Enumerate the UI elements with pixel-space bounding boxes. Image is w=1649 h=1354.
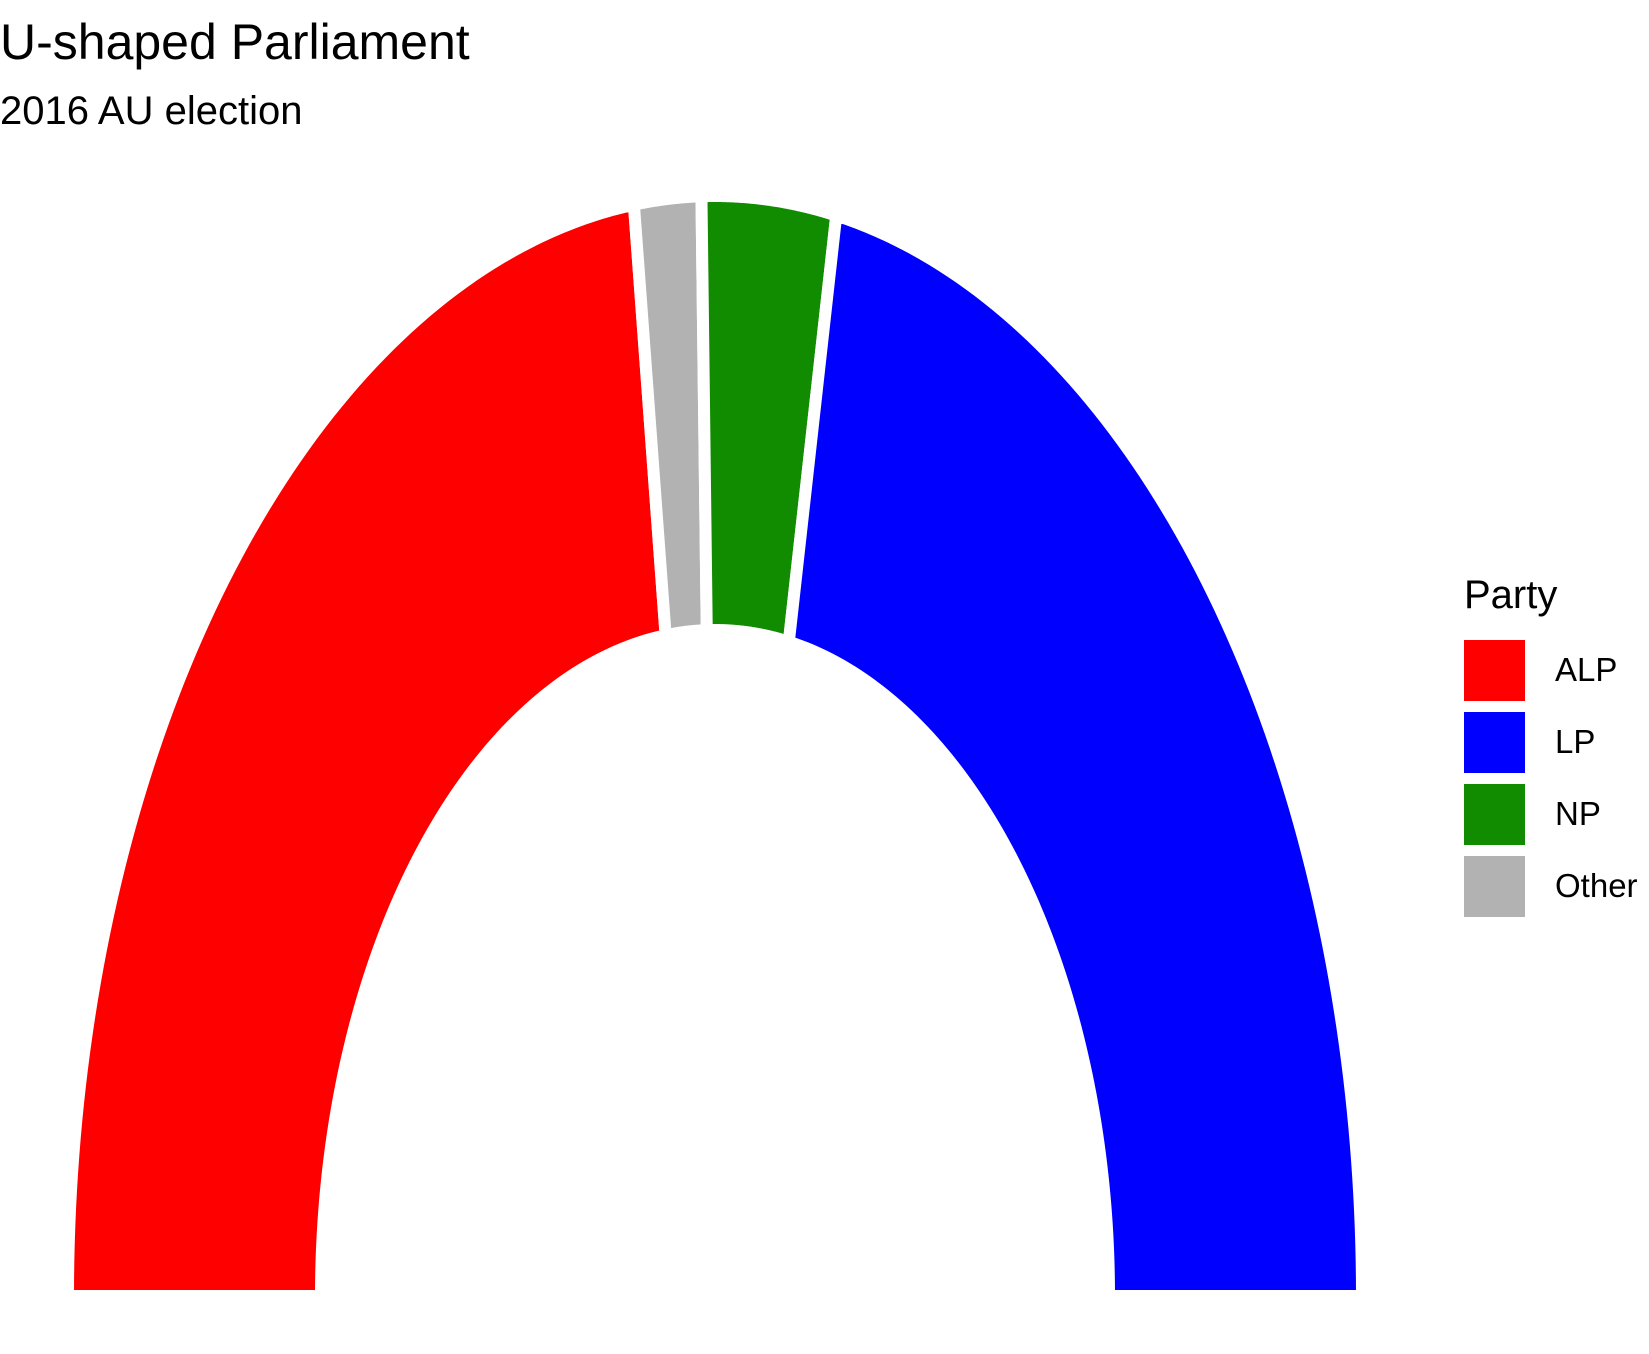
segment-alp	[61, 197, 672, 1302]
legend-key-lp	[1464, 711, 1525, 773]
legend-item-alp: ALP	[1464, 634, 1638, 706]
legend-items: ALP LP NP Other	[1464, 634, 1638, 922]
legend-item-other: Other	[1464, 850, 1638, 922]
chart-title: U-shaped Parliament	[0, 14, 470, 70]
legend-label-np: NP	[1555, 795, 1601, 832]
chart-subtitle: 2016 AU election	[0, 89, 303, 133]
legend-key-other	[1464, 855, 1525, 917]
legend-key-np	[1464, 783, 1525, 845]
legend-item-lp: LP	[1464, 706, 1638, 778]
legend-label-lp: LP	[1555, 723, 1596, 760]
legend: Party ALP LP NP Other	[1464, 572, 1638, 922]
legend-key-alp	[1464, 639, 1525, 701]
horseshoe-segments	[61, 189, 1369, 1302]
legend-item-np: NP	[1464, 778, 1638, 850]
legend-title: Party	[1464, 573, 1558, 617]
legend-label-other: Other	[1555, 867, 1638, 904]
segment-lp	[782, 207, 1369, 1302]
legend-label-alp: ALP	[1555, 651, 1618, 688]
